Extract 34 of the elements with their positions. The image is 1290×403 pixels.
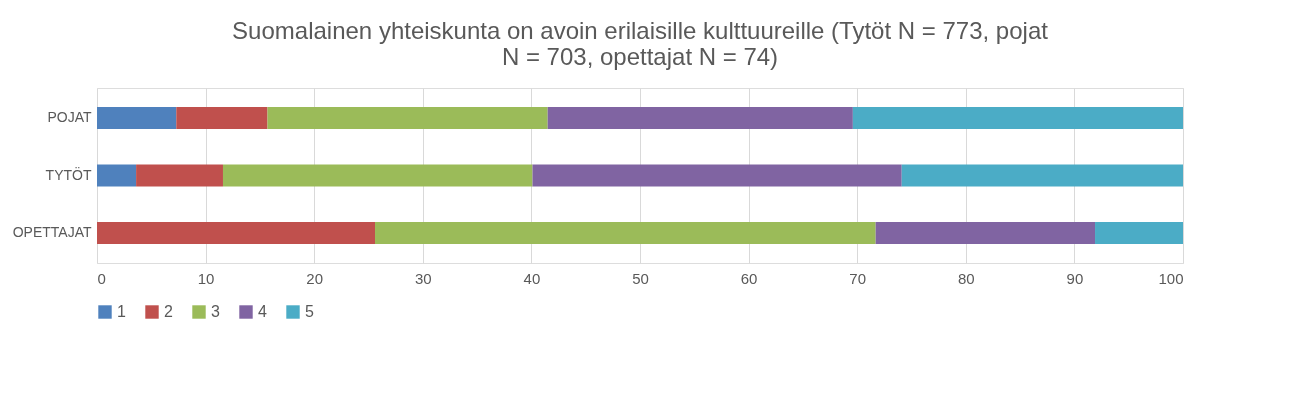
x-tick-label: 0 (97, 269, 106, 287)
bar (901, 164, 1183, 187)
legend-label: 1 (117, 303, 126, 320)
x-tick-label: 70 (849, 269, 867, 287)
bar (97, 164, 137, 187)
x-tick-label: 80 (957, 269, 975, 287)
bar (176, 107, 268, 130)
bar (547, 107, 853, 130)
x-tick-label: 50 (632, 269, 649, 287)
x-tick-label: 60 (740, 269, 758, 287)
legend-label: 4 (258, 303, 267, 320)
x-tick-label: 20 (306, 269, 324, 287)
bar (375, 221, 876, 244)
bar (875, 221, 1096, 244)
bar (136, 164, 223, 187)
legend-label: 5 (305, 303, 314, 320)
bar (97, 221, 376, 244)
bar (532, 164, 902, 187)
y-tick-label: OPETTAJAT (12, 223, 92, 240)
y-tick-label: TYTÖT (45, 165, 92, 183)
x-tick-label: 30 (414, 269, 432, 287)
x-tick-label: 90 (1066, 269, 1084, 287)
x-tick-label: 100 (1158, 269, 1184, 287)
y-tick-label: POJAT (47, 109, 92, 126)
x-tick-label: 10 (197, 269, 215, 287)
x-tick-label: 40 (523, 269, 541, 287)
legend-label: 2 (164, 303, 173, 320)
bar (852, 107, 1183, 130)
bar (1095, 221, 1183, 244)
bar (222, 164, 533, 187)
bar (97, 107, 177, 130)
bar (267, 107, 548, 130)
legend-label: 3 (211, 303, 220, 320)
chart-title: Suomalainen yhteiskunta on avoin erilaisille kulttuureille (Tytöt N = 773, pojat N = 703, opettajat N = 74) (232, 17, 1049, 70)
